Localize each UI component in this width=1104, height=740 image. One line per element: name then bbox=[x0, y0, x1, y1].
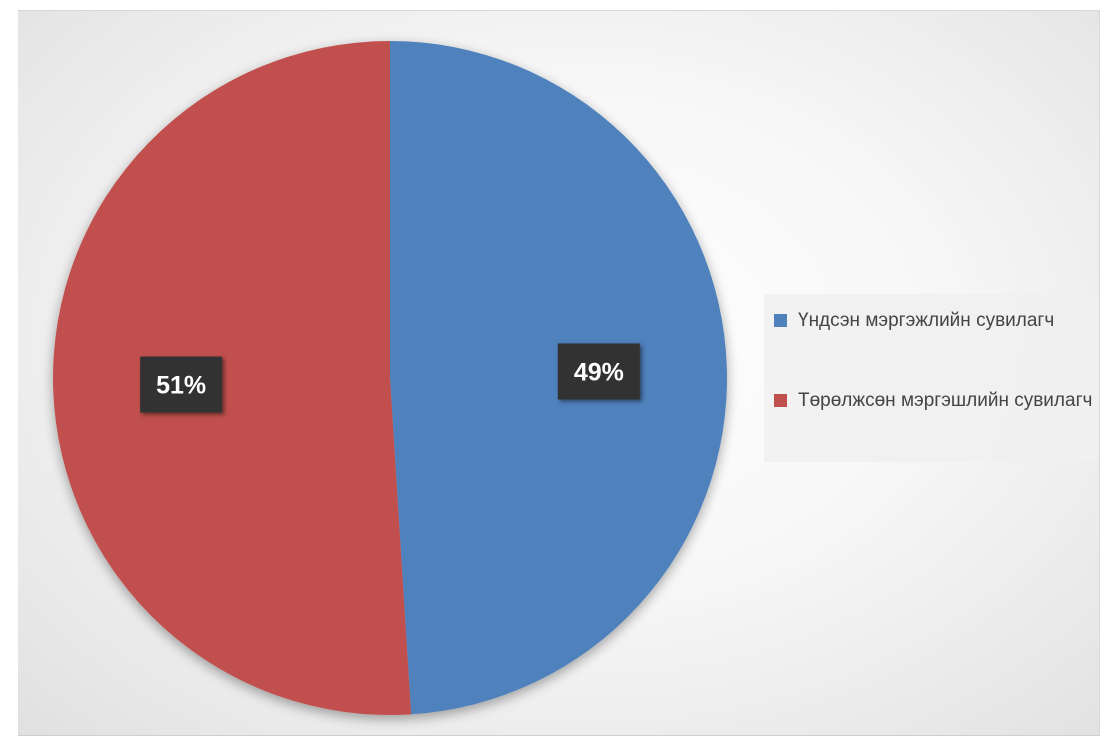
legend-item: Төрөлжсөн мэргэшлийн сувилагч bbox=[774, 386, 1094, 416]
legend-swatch bbox=[774, 394, 787, 407]
data-label: 51% bbox=[140, 356, 223, 413]
pie-slice bbox=[53, 41, 412, 715]
data-label: 49% bbox=[557, 343, 640, 400]
legend-label: Төрөлжсөн мэргэшлийн сувилагч bbox=[798, 390, 1093, 411]
data-label-text: 51% bbox=[156, 372, 206, 400]
legend: Үндсэн мэргэжлийн сувилагч Төрөлжсөн мэр… bbox=[764, 294, 1098, 462]
data-label-text: 49% bbox=[574, 358, 624, 386]
legend-label: Үндсэн мэргэжлийн сувилагч bbox=[798, 310, 1055, 331]
legend-swatch bbox=[774, 314, 787, 327]
data-label-box bbox=[557, 343, 640, 400]
legend-item: Үндсэн мэргэжлийн сувилагч bbox=[774, 306, 1094, 336]
data-label-box bbox=[140, 356, 223, 413]
